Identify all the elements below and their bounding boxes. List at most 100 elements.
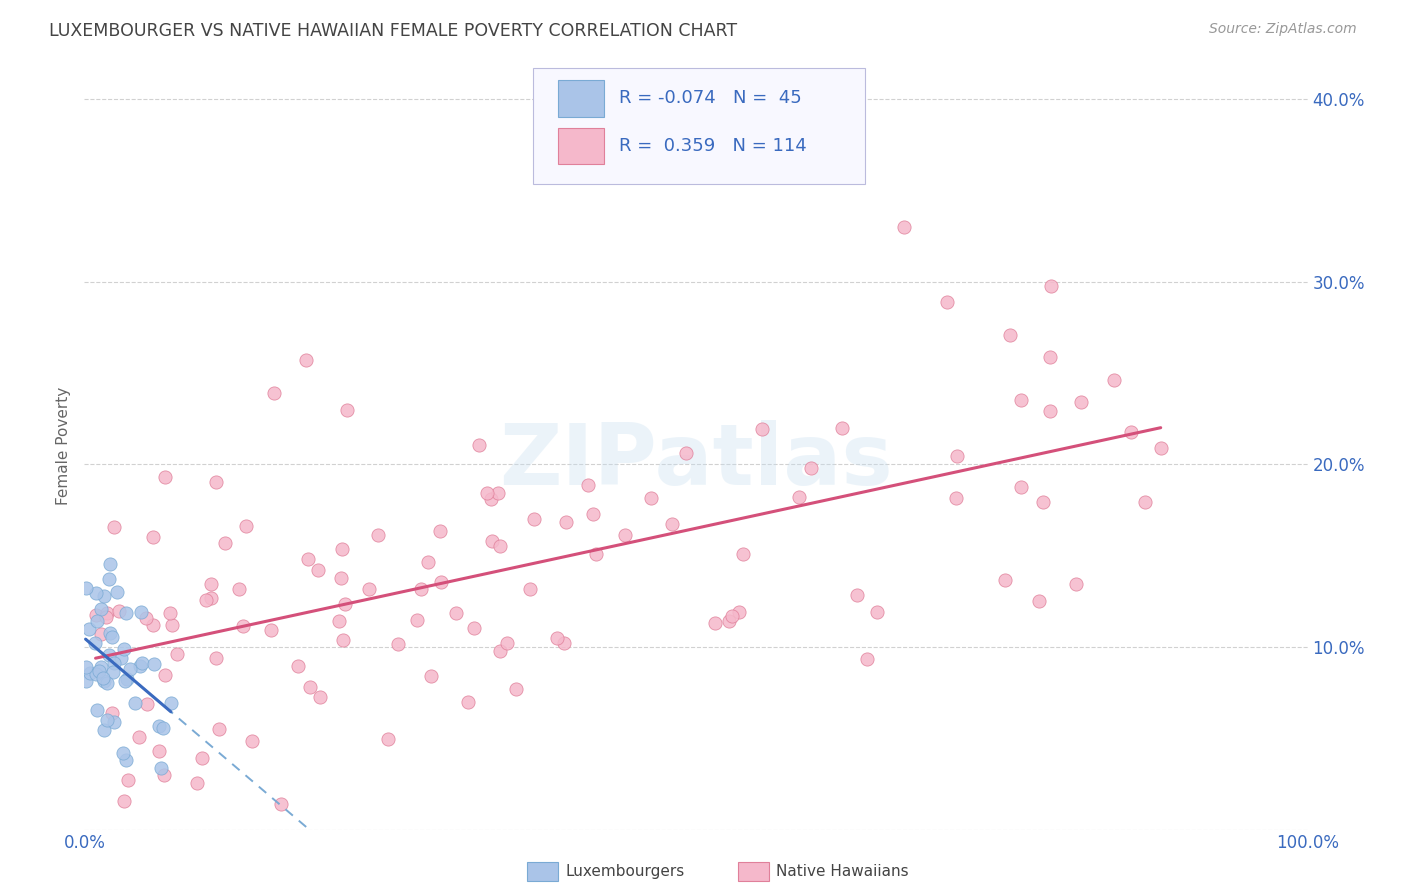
Point	[430, 575, 453, 590]
Point	[444, 607, 467, 621]
Point	[728, 605, 751, 619]
Point	[1039, 351, 1062, 365]
Point	[117, 772, 139, 787]
Point	[720, 609, 742, 624]
Point	[787, 491, 810, 505]
Point	[336, 403, 359, 417]
Point	[75, 660, 97, 674]
Point	[96, 675, 118, 690]
Point	[463, 621, 485, 635]
Point	[93, 589, 115, 603]
Point	[148, 718, 170, 732]
Point	[160, 696, 183, 710]
Point	[409, 582, 432, 597]
Point	[131, 657, 153, 671]
Point	[160, 618, 183, 632]
Point	[214, 536, 236, 550]
Point	[1064, 577, 1087, 591]
Point	[640, 491, 662, 505]
Point	[135, 697, 157, 711]
Point	[86, 703, 108, 717]
Point	[519, 582, 541, 597]
Text: Native Hawaiians: Native Hawaiians	[776, 864, 908, 879]
Text: R =  0.359   N = 114: R = 0.359 N = 114	[619, 137, 807, 155]
Point	[166, 647, 188, 661]
Point	[733, 547, 755, 561]
Point	[103, 657, 125, 671]
Point	[1150, 441, 1173, 455]
Point	[468, 438, 491, 452]
Point	[555, 515, 578, 529]
Point	[75, 581, 97, 595]
Point	[155, 469, 177, 483]
Point	[75, 674, 97, 689]
Y-axis label: Female Poverty: Female Poverty	[56, 387, 72, 505]
Point	[270, 797, 292, 812]
Point	[387, 637, 409, 651]
Point	[84, 586, 107, 600]
Point	[546, 631, 568, 645]
Point	[142, 530, 165, 544]
Point	[1039, 279, 1062, 293]
Point	[90, 602, 112, 616]
Point	[96, 713, 118, 727]
Point	[287, 658, 309, 673]
Point	[114, 674, 136, 689]
Point	[330, 542, 353, 557]
Point	[1135, 494, 1157, 508]
Point	[418, 555, 440, 569]
Point	[90, 627, 112, 641]
Point	[112, 642, 135, 657]
Point	[946, 450, 969, 464]
Point	[152, 722, 174, 736]
Point	[153, 667, 176, 681]
Point	[205, 475, 228, 490]
Point	[84, 608, 107, 623]
Point	[83, 636, 105, 650]
Point	[98, 557, 121, 571]
FancyBboxPatch shape	[558, 128, 605, 164]
Point	[228, 582, 250, 597]
Point	[718, 614, 741, 628]
Point	[585, 547, 607, 561]
Point	[294, 352, 316, 367]
Point	[1010, 392, 1032, 407]
Point	[129, 606, 152, 620]
Point	[240, 734, 263, 748]
Point	[114, 752, 136, 766]
Point	[496, 636, 519, 650]
Point	[945, 491, 967, 505]
Point	[661, 517, 683, 532]
Point	[845, 588, 868, 602]
Point	[553, 636, 575, 650]
Point	[377, 732, 399, 747]
Point	[263, 385, 285, 400]
Point	[232, 619, 254, 633]
Point	[86, 614, 108, 628]
Point	[831, 421, 853, 435]
Point	[505, 682, 527, 697]
Point	[191, 751, 214, 765]
Point	[77, 622, 100, 636]
Point	[200, 591, 222, 606]
Point	[998, 328, 1021, 343]
Point	[149, 761, 172, 775]
Point	[142, 657, 165, 671]
Point	[100, 626, 122, 640]
Point	[613, 527, 636, 541]
Point	[751, 422, 773, 436]
Point	[893, 219, 915, 234]
Point	[79, 666, 101, 681]
Point	[153, 768, 176, 782]
Point	[1119, 425, 1142, 439]
Point	[260, 623, 283, 637]
Point	[1028, 594, 1050, 608]
Point	[481, 533, 503, 548]
Point	[703, 615, 725, 630]
Point	[115, 672, 138, 686]
Point	[357, 582, 380, 596]
Text: R = -0.074   N =  45: R = -0.074 N = 45	[619, 89, 801, 108]
Text: Luxembourgers: Luxembourgers	[565, 864, 685, 879]
Point	[91, 671, 114, 685]
Point	[1039, 404, 1062, 418]
